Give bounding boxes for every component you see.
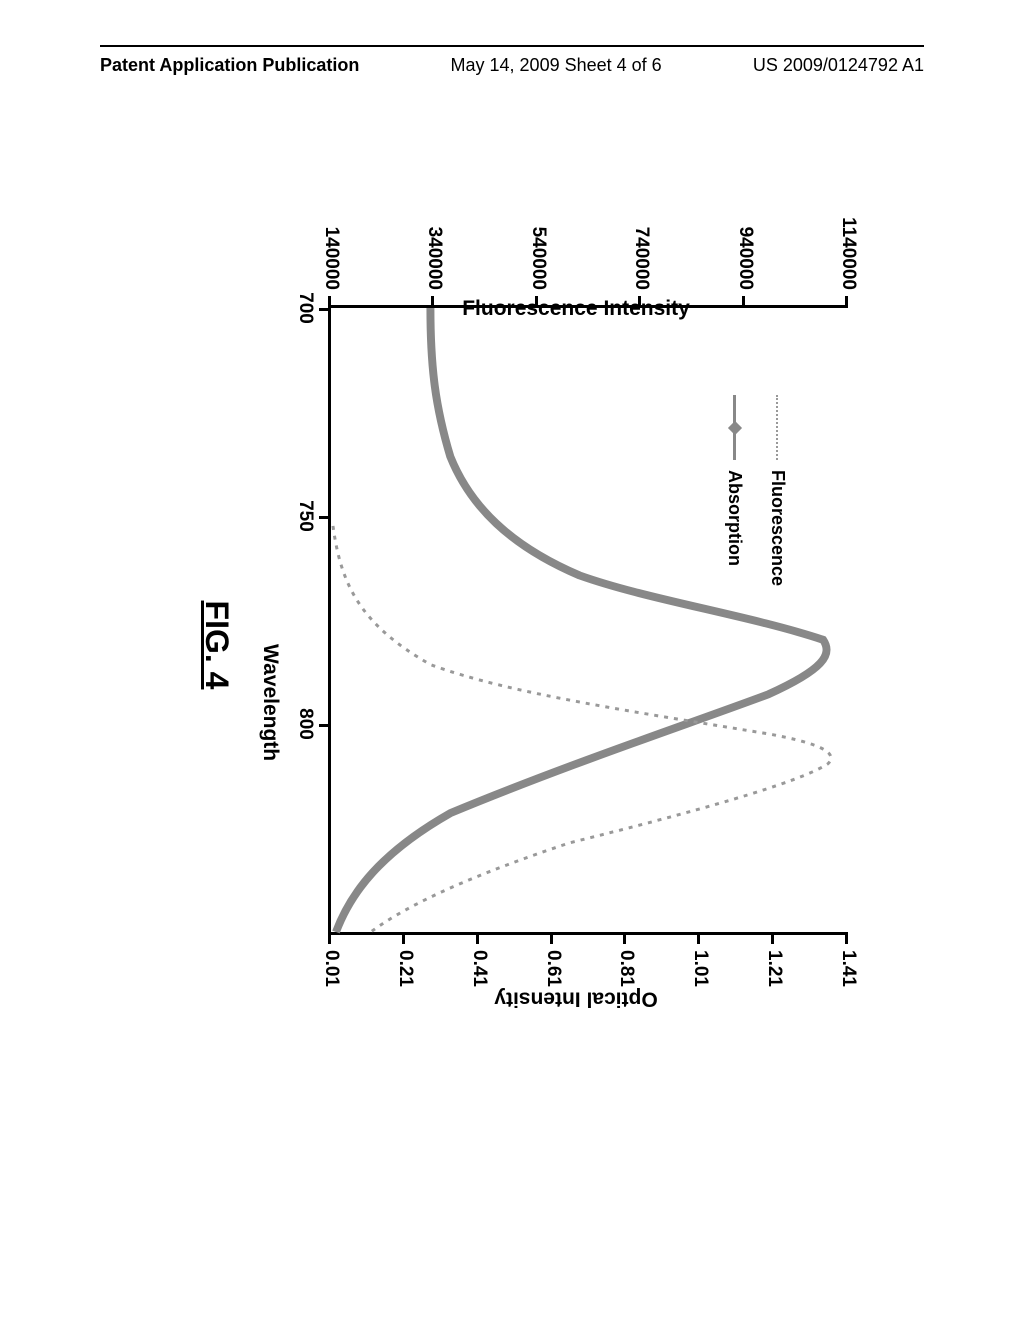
legend-absorption-label: Absorption [724, 470, 745, 566]
y-left-label: 740000 [630, 227, 652, 290]
y-left-label: 340000 [423, 227, 445, 290]
y-left-tick [845, 296, 848, 308]
y-right-label: 0.01 [320, 950, 342, 987]
figure-label: FIG. 4 [198, 601, 235, 690]
y-left-tick [328, 296, 331, 308]
header-publication: Patent Application Publication [100, 55, 359, 76]
y-left-label: 140000 [320, 227, 342, 290]
legend-item-fluorescence: Fluorescence [767, 395, 788, 586]
y-right-tick [402, 932, 405, 944]
x-label: 800 [294, 708, 316, 740]
y-right-label: 1.01 [689, 950, 711, 987]
y-right-label: 0.21 [394, 950, 416, 987]
chart-inner: 1140000 940000 740000 540000 340000 1400… [138, 165, 898, 1125]
y-right-tick [845, 932, 848, 944]
x-tick [319, 724, 331, 727]
y-left-label: 940000 [734, 227, 756, 290]
y-right-tick [476, 932, 479, 944]
page-header: Patent Application Publication May 14, 2… [0, 55, 1024, 76]
header-date-sheet: May 14, 2009 Sheet 4 of 6 [451, 55, 662, 76]
y-right-tick [550, 932, 553, 944]
y-left-tick [431, 296, 434, 308]
y-left-axis-title: Fluorescence Intensity [462, 297, 690, 321]
x-axis-title: Wavelength [258, 644, 282, 761]
y-right-label: 1.41 [837, 950, 859, 987]
y-right-tick [623, 932, 626, 944]
y-right-tick [771, 932, 774, 944]
fluorescence-curve [333, 526, 831, 932]
legend-absorption-marker [728, 421, 742, 435]
legend-item-absorption: Absorption [724, 395, 745, 586]
y-left-label: 1140000 [837, 217, 859, 290]
chart-container: 1140000 940000 740000 540000 340000 1400… [38, 265, 998, 1025]
y-right-tick [328, 932, 331, 944]
x-label: 700 [294, 292, 316, 324]
y-right-label: 1.21 [763, 950, 785, 987]
legend-fluorescence-label: Fluorescence [767, 470, 788, 586]
y-left-tick [742, 296, 745, 308]
header-patent-number: US 2009/0124792 A1 [753, 55, 924, 76]
y-right-label: 0.61 [542, 950, 564, 987]
y-right-tick [697, 932, 700, 944]
x-tick [319, 516, 331, 519]
y-right-label: 0.81 [615, 950, 637, 987]
y-right-label: 0.41 [468, 950, 490, 987]
x-tick [319, 308, 331, 311]
legend-absorption-line [733, 395, 736, 460]
chart-legend: Fluorescence Absorption [702, 395, 788, 586]
legend-fluorescence-line [777, 395, 779, 460]
x-label: 750 [294, 500, 316, 532]
y-left-label: 540000 [527, 227, 549, 290]
header-divider [100, 45, 924, 47]
y-right-axis-title: Optical Intensity [494, 986, 657, 1010]
